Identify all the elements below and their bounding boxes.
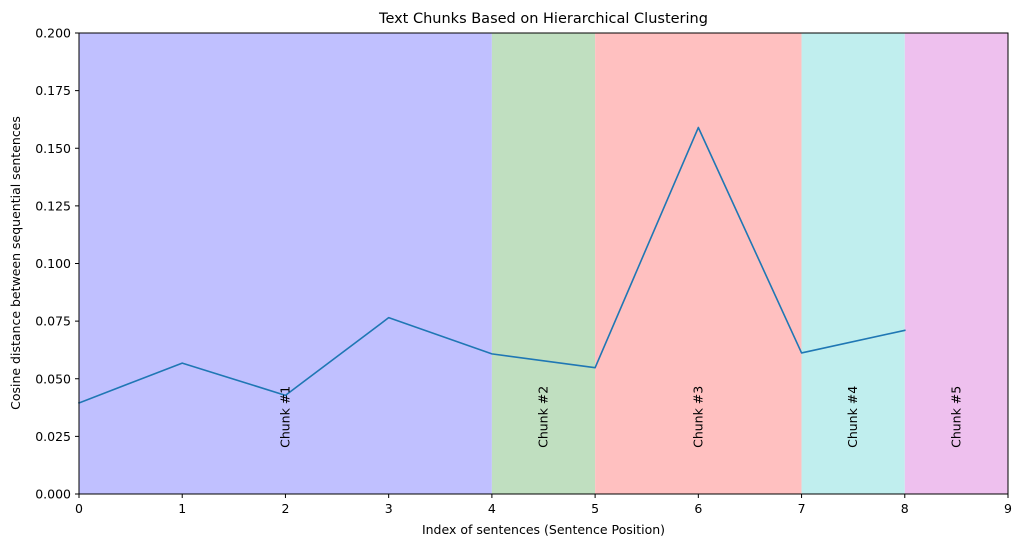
chunk-band-3 [595,33,802,494]
chunk-label-5: Chunk #5 [948,386,963,448]
chunk-band-5 [904,33,1008,494]
chunk-label-4: Chunk #4 [845,386,860,448]
chunk-band-1 [79,33,492,494]
series-lines [77,126,906,404]
chunk-label-1: Chunk #1 [277,386,292,448]
x-tick-label-7: 7 [798,501,806,516]
x-tick-label-8: 8 [901,501,909,516]
y-axis-label: Cosine distance between sequential sente… [8,116,23,410]
y-tick-label-3: 0.075 [35,314,71,329]
y-tick-label-5: 0.125 [35,198,71,213]
y-tick-label-1: 0.025 [35,429,71,444]
chunk-label-3: Chunk #3 [690,386,705,448]
chunk-label-2: Chunk #2 [536,386,551,448]
x-tick-label-2: 2 [281,501,289,516]
chunk-band-2 [491,33,596,494]
series-line-1 [77,126,906,404]
x-tick-label-5: 5 [591,501,599,516]
y-tick-label-4: 0.100 [35,256,71,271]
x-tick-label-6: 6 [694,501,702,516]
chunk-bands [79,33,1008,494]
chunk-band-4 [801,33,905,494]
chart-title: Text Chunks Based on Hierarchical Cluste… [378,11,708,27]
y-tick-label-2: 0.050 [35,371,71,386]
y-tick-label-6: 0.150 [35,141,71,156]
x-axis-label: Index of sentences (Sentence Position) [422,522,665,537]
y-tick-label-7: 0.175 [35,83,71,98]
y-tick-label-0: 0.000 [35,487,71,502]
x-tick-label-4: 4 [488,501,496,516]
y-tick-label-8: 0.200 [35,26,71,41]
chunk-labels: Chunk #1 Chunk #2 Chunk #3 Chunk #4 Chunk #5 [277,386,963,448]
x-tick-label-3: 3 [385,501,393,516]
axes: 0 1 2 3 4 5 6 7 8 9 0.000 0.025 0.050 0.075 0.100 0.125… [35,26,1012,517]
x-tick-label-0: 0 [75,501,83,516]
x-tick-label-9: 9 [1004,501,1012,516]
x-tick-label-1: 1 [178,501,186,516]
